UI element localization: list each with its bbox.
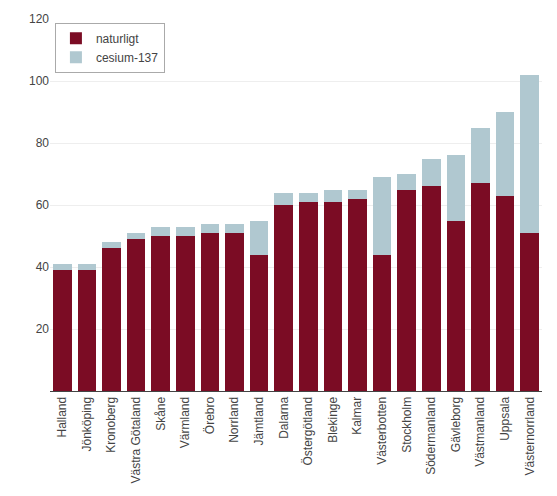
- svg-text:Södermanland: Södermanland: [424, 397, 438, 475]
- svg-text:20: 20: [36, 322, 50, 336]
- svg-text:Stockholm: Stockholm: [400, 397, 414, 453]
- svg-text:120: 120: [29, 12, 49, 26]
- svg-text:Jämtland: Jämtland: [252, 397, 266, 446]
- svg-text:Gävleborg: Gävleborg: [449, 397, 463, 452]
- svg-text:40: 40: [36, 260, 50, 274]
- svg-text:100: 100: [29, 74, 49, 88]
- svg-text:Västmanland: Västmanland: [473, 397, 487, 467]
- svg-text:80: 80: [36, 136, 50, 150]
- svg-text:Västernorrland: Västernorrland: [523, 397, 537, 476]
- svg-text:Örebro: Örebro: [203, 396, 217, 434]
- svg-text:Uppsala: Uppsala: [498, 396, 512, 440]
- svg-text:Östergötland: Östergötland: [301, 397, 315, 466]
- svg-text:Blekinge: Blekinge: [326, 396, 340, 442]
- svg-text:Värmland: Värmland: [178, 397, 192, 448]
- svg-text:Halland: Halland: [55, 397, 69, 438]
- svg-text:Dalarna: Dalarna: [277, 396, 291, 438]
- svg-text:Kronoberg: Kronoberg: [104, 397, 118, 453]
- svg-text:cesium-137: cesium-137: [96, 51, 158, 65]
- svg-text:naturligt: naturligt: [96, 32, 139, 46]
- svg-text:Västra Götaland: Västra Götaland: [129, 397, 143, 484]
- svg-text:Jönköping: Jönköping: [80, 397, 94, 452]
- svg-text:Kalmar: Kalmar: [350, 397, 364, 435]
- svg-text:Västerbotten: Västerbotten: [375, 397, 389, 465]
- svg-text:Skåne: Skåne: [154, 396, 168, 430]
- svg-text:60: 60: [36, 198, 50, 212]
- svg-text:Norrland: Norrland: [227, 397, 241, 443]
